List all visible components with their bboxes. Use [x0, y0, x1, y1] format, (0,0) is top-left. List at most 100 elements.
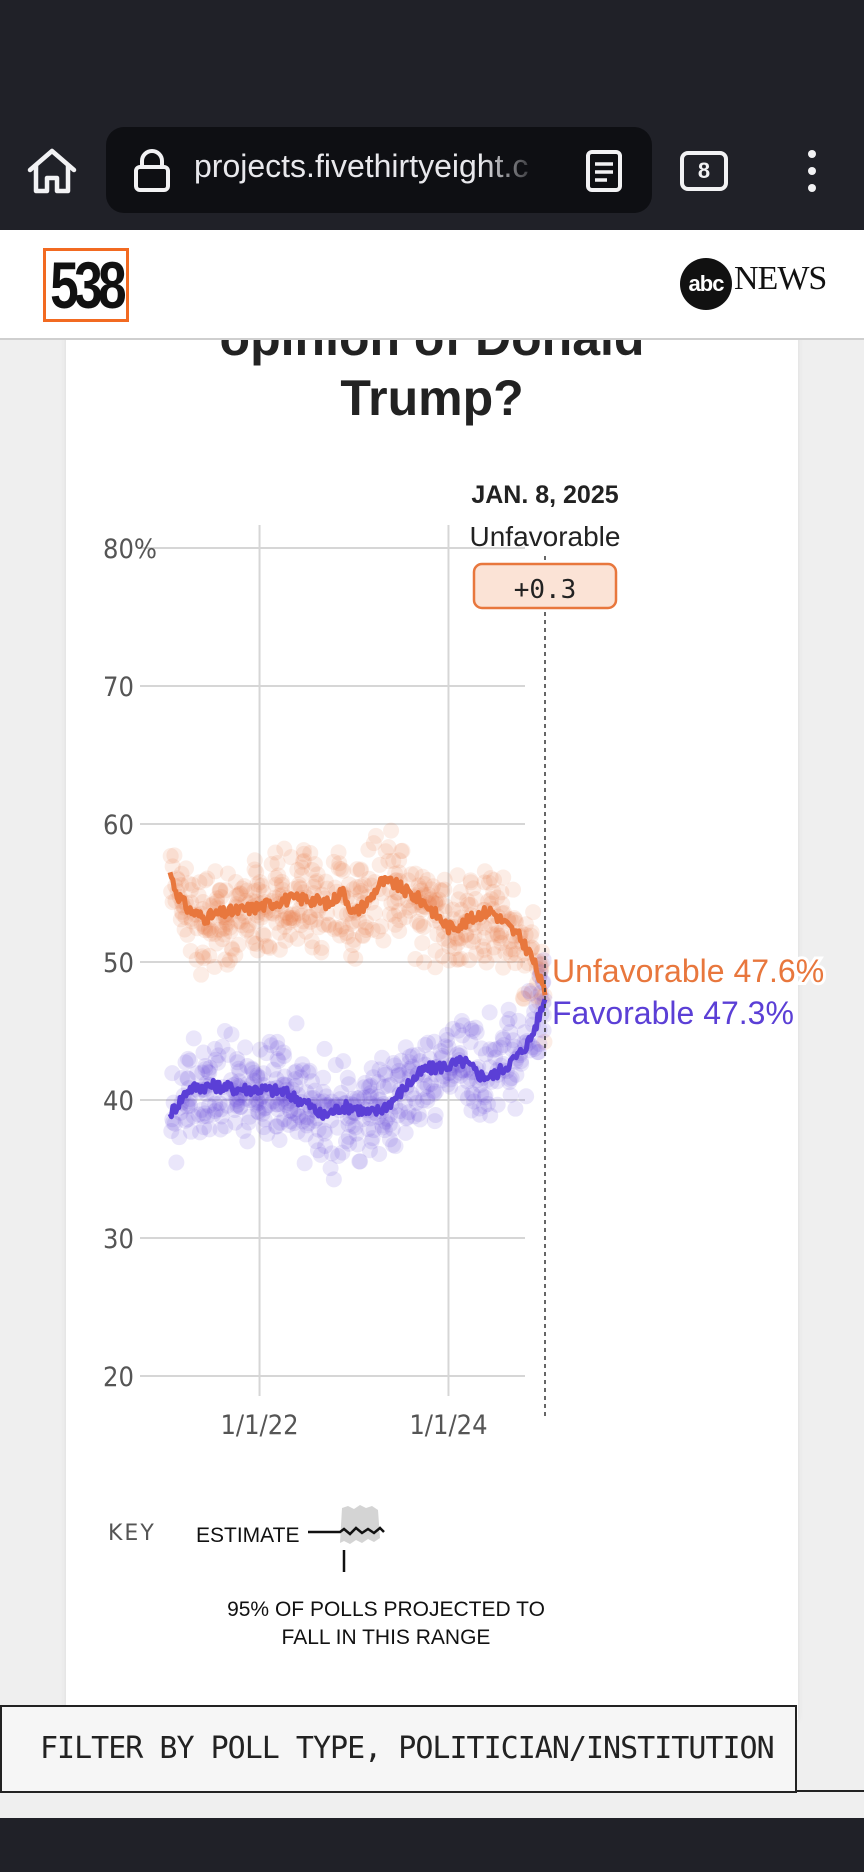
poll-dot [494, 896, 511, 913]
poll-dot [489, 925, 506, 942]
poll-dot [251, 1069, 268, 1086]
poll-dot [190, 1106, 207, 1123]
poll-dot [400, 872, 417, 889]
poll-dot [401, 1060, 418, 1077]
poll-dot [246, 852, 263, 869]
poll-dot [310, 1142, 327, 1159]
poll-dot [185, 1108, 202, 1125]
favorable-end-label: Favorable 47.3% [552, 995, 794, 1031]
poll-dot [522, 985, 539, 1002]
poll-dot [219, 865, 236, 882]
address-bar[interactable]: projects.fivethirtyeight.c [106, 127, 652, 213]
poll-dot [239, 882, 256, 899]
poll-dot [398, 1110, 415, 1127]
poll-dot [276, 1111, 293, 1128]
poll-dot [363, 1133, 380, 1150]
poll-dot [327, 1057, 344, 1074]
poll-dot [252, 1041, 269, 1058]
poll-dot [495, 1031, 512, 1048]
poll-dot [385, 1136, 402, 1153]
poll-dot [427, 1083, 444, 1100]
favorability-chart[interactable]: 80% 70 60 50 40 30 20 1/1/22 1/1/24 JAN. 8, 2025… [0, 0, 864, 1700]
poll-dot [330, 1148, 347, 1165]
poll-dot [287, 1071, 304, 1088]
poll-dot [432, 1043, 449, 1060]
poll-dot [441, 938, 458, 955]
poll-dot [364, 921, 381, 938]
poll-dot [392, 1067, 409, 1084]
poll-dot [426, 1085, 443, 1102]
abc-logo-mark[interactable]: abc [680, 258, 732, 310]
poll-dot [502, 1087, 519, 1104]
poll-dot [505, 881, 522, 898]
poll-dot [446, 1067, 463, 1084]
poll-dot [390, 1062, 407, 1079]
poll-dot [476, 863, 493, 880]
abc-news-logo-text[interactable]: NEWS [734, 260, 827, 297]
poll-dot [272, 1114, 289, 1131]
poll-dot [360, 841, 377, 858]
poll-dot [239, 1057, 256, 1074]
poll-dot [256, 1111, 273, 1128]
poll-dot [489, 889, 506, 906]
poll-dot [196, 1105, 213, 1122]
poll-dot [277, 932, 294, 949]
poll-dot [295, 845, 312, 862]
poll-dot [296, 1155, 313, 1172]
chart-card [66, 300, 798, 1720]
poll-dot [239, 1133, 256, 1150]
poll-dot [207, 1095, 224, 1112]
poll-dot [284, 906, 301, 923]
poll-dot [180, 875, 197, 892]
poll-dot [254, 1105, 271, 1122]
poll-dot [231, 885, 248, 902]
poll-dot [232, 1099, 249, 1116]
poll-dot [515, 990, 532, 1007]
filter-bar-button[interactable]: FILTER BY POLL TYPE, POLITICIAN/INSTITUT… [0, 1705, 797, 1793]
poll-dot [501, 1071, 518, 1088]
poll-dot [411, 917, 428, 934]
poll-dot [213, 889, 230, 906]
reader-mode-icon[interactable] [580, 149, 628, 193]
poll-dot [415, 1092, 432, 1109]
fivethirtyeight-logo[interactable]: 538 [43, 248, 129, 322]
filter-bar-label: FILTER BY POLL TYPE, POLITICIAN/INSTITUT… [40, 1731, 775, 1766]
poll-dot [457, 927, 474, 944]
poll-dot [250, 881, 267, 898]
poll-dot [442, 1078, 459, 1095]
poll-dot [214, 1038, 231, 1055]
poll-dot [507, 955, 524, 972]
poll-dot [294, 1113, 311, 1130]
poll-dot [332, 903, 349, 920]
poll-dot [180, 1050, 197, 1067]
poll-dot [219, 956, 236, 973]
tab-switcher-button[interactable]: 8 [680, 151, 728, 191]
poll-dot [210, 1054, 227, 1071]
home-icon[interactable] [24, 146, 80, 196]
poll-dot [181, 1052, 198, 1069]
poll-dot [282, 1113, 299, 1130]
hover-date-label: JAN. 8, 2025 [471, 481, 618, 509]
poll-dot [244, 928, 261, 945]
poll-dot [227, 1114, 244, 1131]
poll-dot [494, 1029, 511, 1046]
poll-dot [245, 1064, 262, 1081]
y-tick-label: 60 [103, 810, 134, 841]
poll-dot [383, 822, 400, 839]
poll-dot [391, 852, 408, 869]
poll-dot [468, 945, 485, 962]
poll-dot [221, 952, 238, 969]
more-options-icon[interactable] [800, 148, 824, 194]
poll-dot [313, 944, 330, 961]
poll-dot [194, 948, 211, 965]
poll-dot [425, 878, 442, 895]
poll-dot [211, 921, 228, 938]
poll-dot [452, 901, 469, 918]
poll-dot [214, 921, 231, 938]
poll-dot [195, 950, 212, 967]
poll-dot [323, 1145, 340, 1162]
poll-dot [289, 905, 306, 922]
y-tick-label: 30 [103, 1224, 134, 1255]
poll-dot [508, 1066, 525, 1083]
poll-dot [252, 874, 269, 891]
